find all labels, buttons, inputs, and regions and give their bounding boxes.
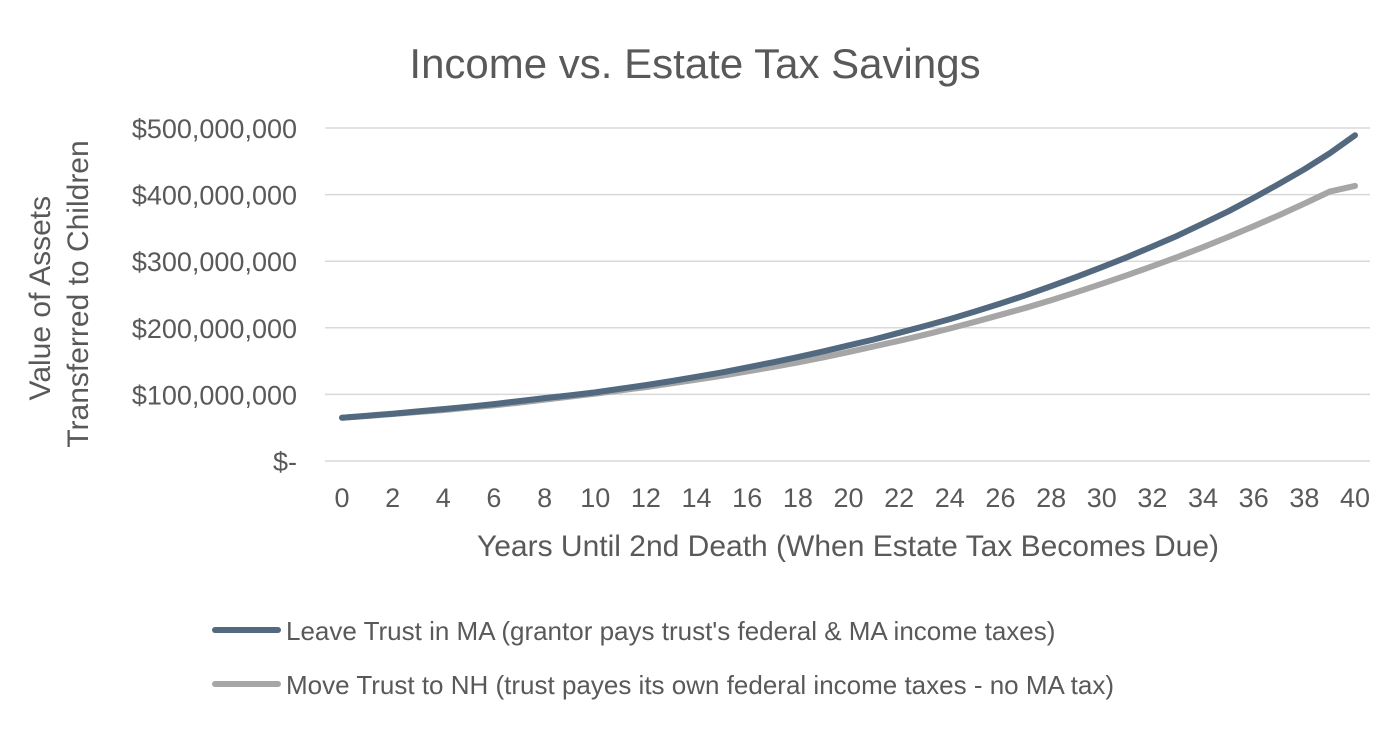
x-tick-label: 6 — [486, 483, 501, 513]
x-tick-label: 34 — [1188, 483, 1218, 513]
x-tick-label: 12 — [631, 483, 661, 513]
x-tick-label: 30 — [1087, 483, 1117, 513]
y-tick-label: $200,000,000 — [132, 314, 297, 344]
x-tick-label: 14 — [682, 483, 712, 513]
legend-label-nh: Move Trust to NH (trust payes its own fe… — [286, 670, 1114, 700]
series-line-0 — [339, 132, 1358, 421]
y-tick-label: $100,000,000 — [132, 380, 297, 410]
x-tick-labels: 0 2 4 6 8 10 12 14 16 18 20 22 24 26 28 30 32 34 36 38 40 — [334, 483, 1370, 513]
x-tick-label: 20 — [833, 483, 863, 513]
series-lines — [339, 132, 1358, 421]
y-tick-label: $- — [273, 447, 297, 477]
x-tick-label: 8 — [537, 483, 552, 513]
x-tick-label: 40 — [1340, 483, 1370, 513]
x-axis-title: Years Until 2nd Death (When Estate Tax B… — [477, 530, 1219, 563]
x-tick-label: 36 — [1239, 483, 1269, 513]
x-tick-label: 4 — [436, 483, 451, 513]
legend: Leave Trust in MA (grantor pays trust's … — [212, 616, 1114, 700]
x-tick-label: 16 — [732, 483, 762, 513]
y-tick-labels: $- $100,000,000 $200,000,000 $300,000,000 $4… — [132, 114, 297, 477]
x-tick-label: 38 — [1289, 483, 1319, 513]
y-tick-label: $500,000,000 — [132, 114, 297, 144]
y-tick-label: $400,000,000 — [132, 181, 297, 211]
x-tick-label: 26 — [985, 483, 1015, 513]
x-tick-label: 2 — [385, 483, 400, 513]
gridlines — [325, 127, 1370, 462]
y-axis-title: Value of Assets Transferred to Children — [24, 140, 95, 447]
y-axis-title-line-1: Value of Assets — [24, 196, 57, 401]
x-tick-label: 22 — [884, 483, 914, 513]
x-tick-label: 28 — [1036, 483, 1066, 513]
y-tick-label: $300,000,000 — [132, 247, 297, 277]
x-tick-label: 32 — [1137, 483, 1167, 513]
legend-label-ma: Leave Trust in MA (grantor pays trust's … — [286, 616, 1055, 646]
y-axis-title-line-2: Transferred to Children — [62, 140, 95, 447]
x-tick-label: 18 — [783, 483, 813, 513]
x-tick-label: 24 — [935, 483, 965, 513]
x-tick-label: 10 — [580, 483, 610, 513]
x-tick-label: 0 — [334, 483, 349, 513]
chart-title: Income vs. Estate Tax Savings — [409, 40, 980, 87]
